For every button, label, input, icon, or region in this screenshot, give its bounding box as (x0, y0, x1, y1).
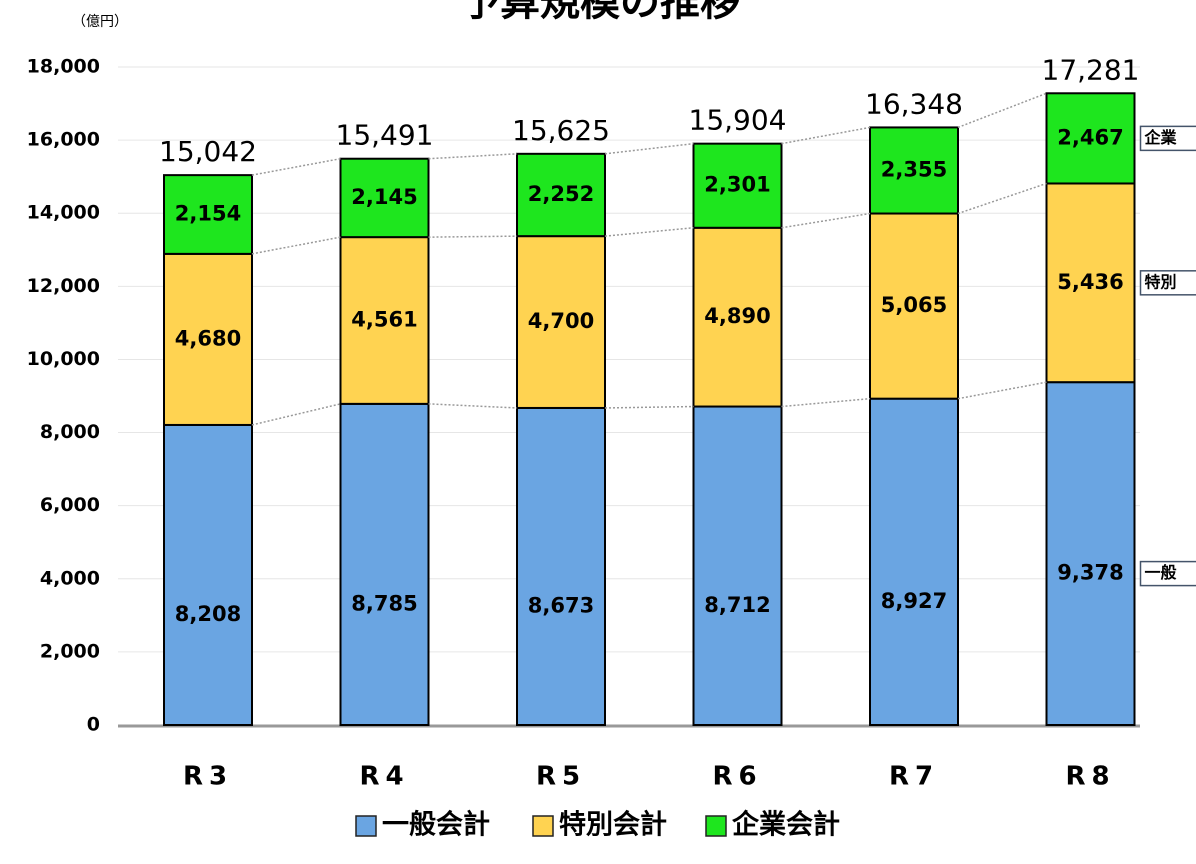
bar-segment (516, 406, 606, 726)
bar-segment (869, 126, 959, 215)
value-label: 2,145 (351, 185, 417, 209)
connector-line (428, 153, 518, 160)
bar-segment (163, 174, 253, 255)
legend-swatch (705, 815, 727, 837)
bar-segment (339, 157, 430, 239)
connector-line (957, 182, 1047, 215)
value-label: 4,561 (351, 307, 417, 331)
connector-line (604, 142, 694, 155)
y-tick-label: 2,000 (40, 640, 100, 662)
bar-segment (1045, 381, 1136, 726)
value-label: 2,154 (175, 202, 241, 226)
total-label: 17,281 (1042, 53, 1140, 86)
series-tag: 一般 (1145, 563, 1177, 582)
legend-label: 特別会計 (559, 809, 667, 841)
series-tag-box (1139, 125, 1196, 152)
bar-segment (163, 423, 253, 726)
chart-title: 予算規模の推移 (460, 0, 740, 25)
connector-line (251, 236, 341, 255)
value-label: 4,890 (704, 304, 770, 328)
legend-label: 企業会計 (732, 809, 840, 841)
y-tick-label: 0 (87, 714, 100, 736)
y-tick-label: 16,000 (27, 129, 100, 151)
total-label: 15,904 (689, 104, 787, 137)
bar-segment (339, 236, 430, 405)
value-label: 4,700 (528, 309, 594, 333)
bar-segment (692, 405, 783, 726)
value-label: 2,467 (1057, 125, 1123, 149)
value-label: 5,065 (881, 293, 947, 317)
legend-swatch (532, 815, 554, 837)
series-tag-box (1139, 270, 1196, 296)
y-tick-label: 18,000 (27, 56, 100, 78)
value-label: 2,252 (528, 182, 594, 206)
bar-segment (869, 397, 959, 726)
connector-line (251, 157, 341, 176)
bar-segment (869, 212, 959, 400)
y-tick-label: 10,000 (27, 348, 100, 370)
bar-segment (692, 142, 783, 229)
value-label: 2,355 (881, 157, 947, 181)
value-label: 9,378 (1057, 561, 1123, 585)
value-label: 8,673 (528, 593, 594, 617)
bar-segment (339, 402, 430, 726)
y-tick-label: 4,000 (40, 567, 100, 589)
series-tag: 企業 (1144, 128, 1178, 147)
x-tick-label: R8 (1065, 762, 1115, 792)
series-tag-box (1139, 560, 1196, 587)
bar-segment (1045, 182, 1136, 384)
x-tick-label: R6 (712, 762, 762, 792)
total-label: 15,042 (159, 135, 257, 168)
legend-swatch (355, 815, 377, 837)
connector-line (428, 403, 518, 409)
connector-line (428, 235, 518, 238)
connector-line (957, 381, 1047, 400)
value-label: 8,208 (175, 602, 241, 626)
x-tick-label: R4 (359, 762, 409, 792)
bar-segment (1045, 92, 1136, 185)
total-label: 15,625 (512, 114, 610, 147)
connector-line (781, 126, 871, 145)
x-tick-label: R7 (889, 762, 939, 792)
value-label: 8,712 (704, 593, 770, 617)
y-tick-label: 12,000 (27, 275, 100, 297)
value-label: 8,785 (351, 591, 417, 615)
connector-line (251, 403, 341, 426)
connector-line (604, 405, 694, 409)
value-label: 4,680 (175, 326, 241, 350)
series-tag: 特別 (1145, 272, 1177, 291)
unit-label: （億円） (72, 14, 128, 30)
y-tick-label: 6,000 (40, 494, 100, 516)
legend-label: 一般会計 (382, 809, 490, 841)
total-label: 16,348 (865, 87, 963, 120)
total-label: 15,491 (336, 119, 434, 152)
bar-segment (516, 235, 606, 409)
bar-segment (163, 252, 253, 426)
connector-line (781, 397, 871, 408)
x-tick-label: R5 (536, 762, 586, 792)
bar-segment (516, 152, 606, 238)
value-label: 2,301 (704, 173, 770, 197)
y-tick-label: 8,000 (40, 421, 100, 443)
connector-line (604, 227, 694, 237)
connector-line (957, 92, 1047, 129)
value-label: 5,436 (1057, 270, 1123, 294)
y-tick-label: 14,000 (27, 202, 100, 224)
value-label: 8,927 (881, 589, 947, 613)
x-tick-label: R3 (183, 762, 233, 792)
connector-line (781, 212, 871, 229)
